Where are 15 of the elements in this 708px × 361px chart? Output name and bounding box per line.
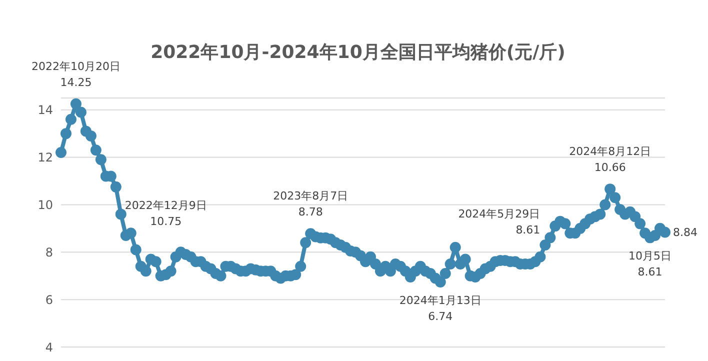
y-tick-label: 12 bbox=[38, 150, 53, 165]
y-tick-label: 14 bbox=[38, 103, 53, 118]
y-tick-label: 10 bbox=[38, 198, 53, 212]
data-label: 8.84 bbox=[673, 226, 698, 240]
y-tick-label: 4 bbox=[45, 340, 53, 354]
data-label: 2022年12月9日 10.75 bbox=[124, 198, 207, 228]
data-label: 2022年10月20日 14.25 bbox=[31, 60, 120, 89]
data-label: 2023年8月7日 8.78 bbox=[273, 190, 348, 219]
data-label: 2024年8月12日 10.66 bbox=[569, 145, 652, 174]
y-tick-label: 8 bbox=[45, 245, 53, 260]
chart-title: 2022年10月-2024年10月全国日平均猪价(元/斤) bbox=[150, 42, 566, 63]
data-label: 10月5日 8.61 bbox=[628, 250, 672, 279]
data-label: 2024年5月29日 8.61 bbox=[458, 208, 540, 237]
data-label: 2024年1月13日 6.74 bbox=[399, 294, 482, 324]
y-tick-label: 6 bbox=[45, 292, 53, 307]
